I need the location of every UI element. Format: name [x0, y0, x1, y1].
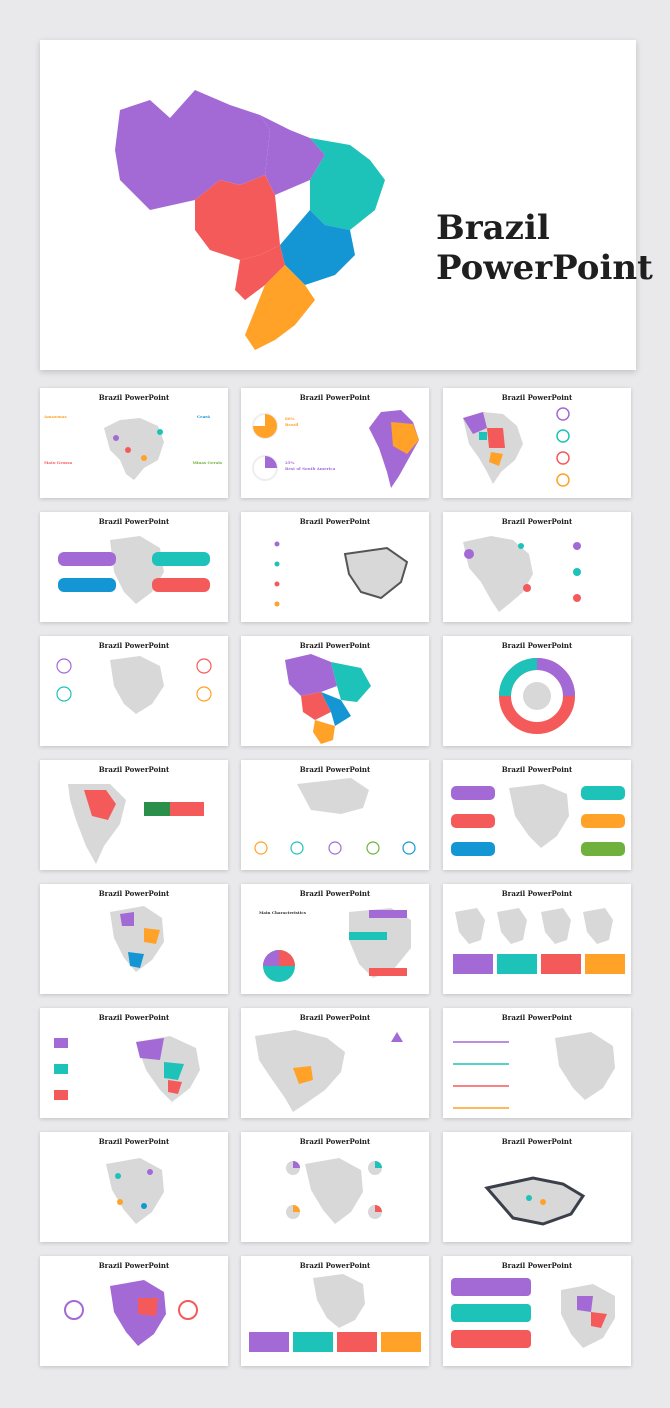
slide-title: Brazil PowerPoint	[98, 393, 170, 402]
pct-25: 25%	[285, 460, 295, 465]
slide-content	[499, 658, 575, 734]
slide-title: Brazil PowerPoint	[299, 517, 371, 526]
slide-thumbnail-12[interactable]: Brazil PowerPoint	[443, 760, 631, 870]
slide-content	[54, 1036, 200, 1102]
slide-thumbnail-19[interactable]: Brazil PowerPoint	[40, 1132, 228, 1242]
slide-thumbnail-6[interactable]: Brazil PowerPoint	[443, 512, 631, 622]
slide-title: Brazil PowerPoint	[98, 517, 170, 526]
slide-thumbnail-20[interactable]: Brazil PowerPoint	[241, 1132, 429, 1242]
slide-content: 80% Brazil 25% Rest of South America	[252, 410, 419, 488]
slide-thumbnail-17[interactable]: Brazil PowerPoint	[241, 1008, 429, 1118]
label-mato-grosso: Mato Grosso	[44, 460, 73, 465]
slide-content	[453, 1032, 615, 1109]
slide-content	[249, 1274, 421, 1352]
slide-content	[463, 407, 570, 487]
slide-title: Brazil PowerPoint	[299, 1137, 371, 1146]
slide-content	[254, 778, 416, 855]
slide-thumbnail-4[interactable]: Brazil PowerPoint	[40, 512, 228, 622]
label-ceara: Ceará	[197, 414, 210, 419]
slide-content	[58, 536, 210, 604]
slide-content	[68, 784, 204, 864]
slide-content	[286, 1158, 382, 1224]
slide-content	[451, 784, 625, 856]
slide-thumbnail-16[interactable]: Brazil PowerPoint	[40, 1008, 228, 1118]
slide-thumbnail-7[interactable]: Brazil PowerPoint	[40, 636, 228, 746]
slide-title: Brazil PowerPoint	[501, 1013, 573, 1022]
brazil-map	[115, 90, 385, 350]
slide-thumbnail-2[interactable]: Brazil PowerPoint 80% Brazil 25% Rest of…	[241, 388, 429, 498]
slide-content	[285, 654, 371, 744]
slide-title: Brazil PowerPoint	[98, 889, 170, 898]
slide-thumbnail-11[interactable]: Brazil PowerPoint	[241, 760, 429, 870]
slide-thumbnail-3[interactable]: Brazil PowerPoint	[443, 388, 631, 498]
slide-title: Brazil PowerPoint	[299, 1013, 371, 1022]
slide-title: Brazil PowerPoint	[98, 641, 170, 650]
slide-thumbnail-5[interactable]: Brazil PowerPoint	[241, 512, 429, 622]
slide-content: Main Characteristics	[259, 908, 411, 982]
label-main-characteristics: Main Characteristics	[259, 910, 307, 915]
label-rest: Rest of South America	[285, 466, 336, 471]
slide-thumbnail-22[interactable]: Brazil PowerPoint	[40, 1256, 228, 1366]
slide-title: Brazil PowerPoint	[299, 889, 371, 898]
slide-title: Brazil PowerPoint	[501, 393, 573, 402]
slide-thumbnail-10[interactable]: Brazil PowerPoint	[40, 760, 228, 870]
slide-content	[451, 1278, 615, 1348]
slide-content	[106, 1158, 164, 1224]
slide-title: Brazil PowerPoint	[98, 1013, 170, 1022]
slide-thumbnail-18[interactable]: Brazil PowerPoint	[443, 1008, 631, 1118]
slide-thumbnail-23[interactable]: Brazil PowerPoint	[241, 1256, 429, 1366]
slide-title: Brazil PowerPoint	[98, 765, 170, 774]
slide-content	[484, 1176, 586, 1226]
slide-title: Brazil PowerPoint	[299, 765, 371, 774]
slide-title: Brazil PowerPoint	[501, 641, 573, 650]
slide-thumbnail-24[interactable]: Brazil PowerPoint	[443, 1256, 631, 1366]
slide-thumbnail-21[interactable]: Brazil PowerPoint	[443, 1132, 631, 1242]
slide-thumbnail-15[interactable]: Brazil PowerPoint	[443, 884, 631, 994]
slide-title: Brazil PowerPoint	[299, 641, 371, 650]
slide-thumbnail-14[interactable]: Brazil PowerPoint Main Characteristics	[241, 884, 429, 994]
slide-content	[56, 656, 212, 714]
slide-title: Brazil PowerPoint	[299, 393, 371, 402]
title-line-2: PowerPoint	[436, 248, 653, 288]
slide-title: Brazil PowerPoint	[501, 765, 573, 774]
pct-80: 80%	[285, 416, 295, 421]
slide-thumbnail-13[interactable]: Brazil PowerPoint	[40, 884, 228, 994]
slide-title: Brazil PowerPoint	[501, 1137, 573, 1146]
slide-content	[463, 536, 581, 612]
title-slide[interactable]: Brazil PowerPoint	[40, 40, 653, 370]
slide-title: Brazil PowerPoint	[501, 889, 573, 898]
slide-thumbnail-9[interactable]: Brazil PowerPoint	[443, 636, 631, 746]
slide-content	[64, 1280, 198, 1346]
slide-content: Amazonas Ceará Mato Grosso Minas Gerais	[43, 414, 223, 480]
slide-thumbnail-8[interactable]: Brazil PowerPoint	[241, 636, 429, 746]
slide-content	[274, 541, 409, 607]
deck-title: Brazil PowerPoint	[436, 208, 653, 288]
slide-content	[453, 908, 625, 974]
slide-thumbnail-1[interactable]: Brazil PowerPoint Amazonas Ceará Mato Gr…	[40, 388, 228, 498]
label-brazil: Brazil	[285, 422, 299, 427]
slide-title: Brazil PowerPoint	[98, 1261, 170, 1270]
slide-title: Brazil PowerPoint	[98, 1137, 170, 1146]
slide-content	[110, 906, 164, 972]
slide-title: Brazil PowerPoint	[501, 1261, 573, 1270]
title-line-1: Brazil	[436, 208, 550, 248]
slide-title: Brazil PowerPoint	[299, 1261, 371, 1270]
label-minas-gerais: Minas Gerais	[192, 460, 222, 465]
slide-content	[255, 1030, 403, 1112]
label-amazonas: Amazonas	[43, 414, 67, 419]
slide-title: Brazil PowerPoint	[501, 517, 573, 526]
